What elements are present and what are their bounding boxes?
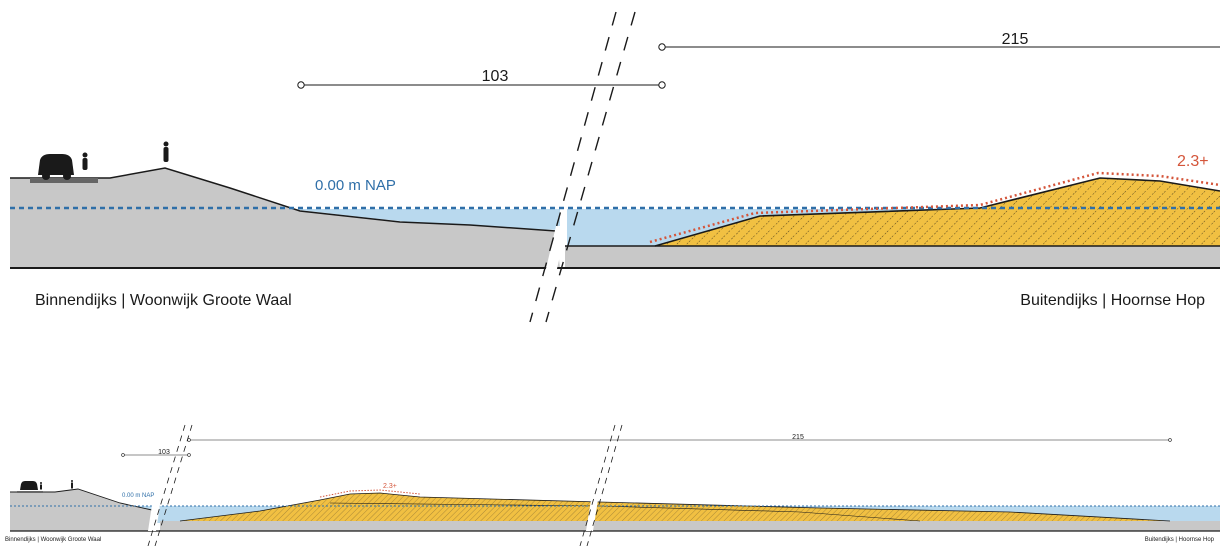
section-break-line-right	[545, 11, 636, 323]
label-outer: Buitendijks | Hoornse Hop	[1020, 292, 1205, 309]
dimension-right	[658, 43, 1220, 51]
overview-dimension-right-label: 215	[792, 434, 804, 441]
car-icon	[17, 481, 43, 493]
dimension-left	[297, 81, 666, 89]
overview-dimension-left-label: 103	[158, 449, 170, 456]
sand-hatch	[655, 178, 1220, 246]
overview-break-gap-1	[148, 505, 160, 531]
main-section: 103 215 0.00 m NAP 2.3+ Binnendijks | Wo…	[10, 11, 1220, 323]
overview-label-outer: Buitendijks | Hoornse Hop	[1145, 537, 1215, 543]
label-inland: Binnendijks | Woonwijk Groote Waal	[35, 292, 292, 309]
overview-label-inland: Binnendijks | Woonwijk Groote Waal	[5, 537, 101, 543]
overview-water-level-label: 0.00 m NAP	[122, 493, 154, 499]
person-icon	[71, 480, 73, 489]
height-label: 2.3+	[1177, 153, 1209, 170]
ground-left	[10, 168, 560, 268]
overview-ground-right	[160, 521, 1220, 531]
dimension-left-label: 103	[482, 68, 509, 85]
section-break-line-left	[529, 11, 617, 323]
overview-sand-inner	[329, 502, 921, 522]
car-icon	[30, 154, 98, 183]
dimension-right-label: 215	[1002, 31, 1029, 48]
overview-height-label: 2.3+	[383, 483, 397, 490]
water-level-label: 0.00 m NAP	[315, 177, 396, 194]
overview-ground-left	[10, 489, 152, 531]
overview-break-line	[586, 424, 623, 546]
overview-dimension-right	[187, 438, 1172, 442]
section-break-gap	[541, 226, 567, 290]
person-icon	[82, 152, 88, 170]
sand-outline	[654, 177, 1220, 247]
overview-height-line	[319, 489, 421, 498]
overview-dimension-left	[121, 453, 191, 457]
ground-right	[565, 246, 1220, 268]
overview-section: 103 215 0.00 m NAP 2.3+ Binnendijks | Wo…	[5, 424, 1220, 546]
overview-sand-hatch	[180, 493, 1170, 521]
height-line	[649, 171, 1220, 244]
overview-break-gap-2	[586, 500, 598, 531]
ground-outline	[10, 167, 557, 232]
person-icon	[163, 141, 169, 162]
overview-break-line	[579, 424, 616, 546]
person-icon	[40, 482, 42, 490]
water-body-left	[290, 209, 560, 230]
